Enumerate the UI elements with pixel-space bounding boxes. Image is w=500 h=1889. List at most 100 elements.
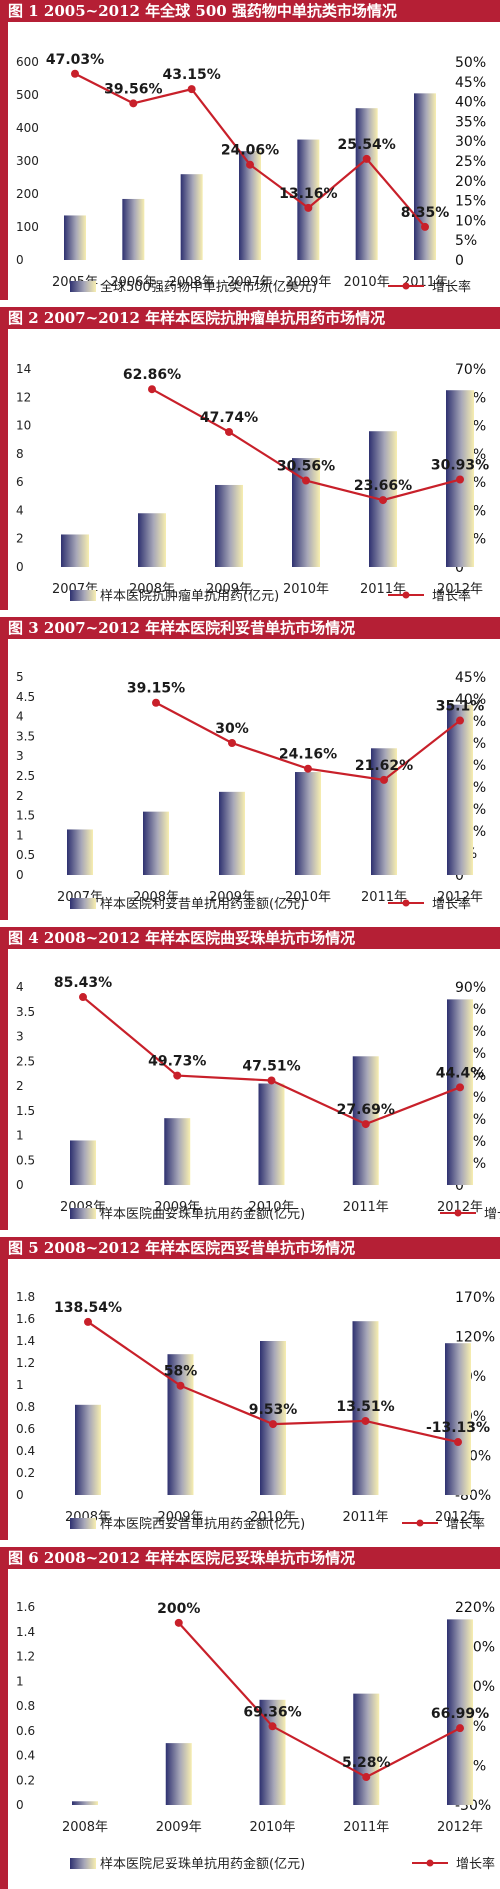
growth-point [268,1722,277,1731]
legend-bar-swatch [70,1858,96,1869]
y-left-tick-label: 2 [16,789,24,803]
chart-panel-4: 图 4 2008~2012 年样本医院曲妥珠单抗市场情况 0 0.5 1 1.5 2 2.5… [0,927,500,1230]
y-left-tick-label: 3.5 [16,1005,35,1019]
y-right-tick-label: 220% [455,1600,495,1616]
growth-point [174,1618,183,1627]
legend-line-marker [402,282,410,290]
x-tick-label: 2011年 [343,1200,389,1215]
legend-bar-label: 样本医院尼妥珠单抗用药金额(亿元) [100,1856,305,1872]
growth-data-label: 58% [164,1364,198,1380]
y-left-tick-label: 1.2 [16,1650,35,1664]
legend-bar-swatch [70,590,96,601]
x-tick-label: 2008年 [129,582,175,597]
chart-svg: 00.511.522.533.544.5505%10%15%20%25%30%3… [16,670,486,912]
y-left-tick-label: 0 [16,1488,24,1502]
bar [295,772,321,875]
legend-bar-label: 样本医院抗肿瘤单抗用药(亿元) [100,588,279,604]
growth-data-label: 30.93% [431,458,489,474]
chart-title: 图 1 2005~2012 年全球 500 强药物中单抗类市场情况 [0,0,500,22]
x-tick-label: 2009年 [156,1820,202,1835]
y-left-tick-label: 2.5 [16,769,35,783]
left-accent-rule [0,927,8,1230]
y-right-tick-label: 25% [455,154,486,170]
growth-line [177,1622,461,1779]
y-right-tick-label: 0 [455,253,464,269]
legend-line-label: 增长率 [432,588,471,604]
growth-point [421,222,429,231]
y-left-tick-label: 3 [16,749,24,763]
x-tick-label: 2012年 [437,1820,483,1835]
chart-title: 图 3 2007~2012 年样本医院利妥昔单抗市场情况 [0,617,500,639]
growth-data-label: 30% [215,721,249,737]
y-right-tick-label: 45% [455,75,486,91]
x-tick-label: 2010年 [283,582,329,597]
growth-point [362,154,371,163]
chart-panel-2: 图 2 2007~2012 年样本医院抗肿瘤单抗用药市场情况 0 2 4 6 8 10 12 1… [0,307,500,610]
left-accent-rule [0,1547,8,1889]
bar [143,811,169,875]
y-right-tick-label: 0 [455,560,464,576]
y-left-tick-label: 300 [16,154,39,168]
y-left-tick-label: 500 [16,88,39,102]
x-tick-label: 2008年 [62,1820,108,1835]
y-left-tick-label: 1 [16,1378,24,1392]
growth-point [454,1438,462,1447]
x-tick-label: 2012年 [437,1200,483,1215]
growth-point [71,69,79,78]
y-left-tick-label: 3.5 [16,729,35,743]
y-left-tick-label: 1.8 [16,1290,35,1304]
growth-point [380,775,388,784]
legend-line-label: 增长率 [432,279,471,295]
y-left-tick-label: 1.6 [16,1312,35,1326]
x-tick-label: 2011年 [343,1820,389,1835]
x-tick-label: 2007年 [227,275,273,290]
x-tick-label: 2010年 [248,1200,294,1215]
x-tick-label: 2006年 [110,275,156,290]
y-right-tick-label: 20% [455,174,486,190]
y-left-tick-label: 0.8 [16,1699,35,1713]
x-tick-label: 2011年 [361,890,407,905]
bar [167,1354,194,1495]
y-left-tick-label: 0.4 [16,1749,35,1763]
chart-title: 图 5 2008~2012 年样本医院西妥昔单抗市场情况 [0,1237,500,1259]
growth-data-label: 69.36% [243,1704,301,1720]
left-accent-rule [0,617,8,920]
legend-line-marker [426,1859,434,1867]
y-left-tick-label: 14 [16,362,31,376]
x-tick-label: 2011年 [342,1510,388,1525]
growth-data-label: 49.73% [148,1054,206,1070]
bar [371,748,397,875]
x-tick-label: 2008年 [133,890,179,905]
y-left-tick-label: 0.2 [16,1773,35,1787]
y-left-tick-label: 0.5 [16,1153,35,1167]
bar [355,108,378,260]
y-left-tick-label: 1 [16,1129,24,1143]
growth-data-label: 5.28% [342,1755,391,1771]
x-tick-label: 2012年 [435,1510,481,1525]
x-tick-label: 2009年 [206,582,252,597]
legend-line-marker [454,1209,462,1217]
legend-bar-swatch [70,898,96,909]
growth-data-label: 62.86% [123,367,181,383]
growth-data-label: 13.16% [279,186,337,202]
growth-point [456,716,464,725]
y-left-tick-label: 3 [16,1030,24,1044]
growth-point [379,496,387,505]
bar [219,791,245,875]
growth-data-label: 9.53% [249,1402,298,1418]
growth-data-label: 47.51% [242,1058,300,1074]
y-right-tick-label: 40% [455,95,486,111]
growth-point [228,739,236,747]
y-left-tick-label: 5 [16,670,24,684]
y-right-tick-label: 45% [455,670,486,686]
y-left-tick-label: 0 [16,868,24,882]
growth-point [302,476,310,485]
y-left-tick-label: 4.5 [16,690,35,704]
x-tick-label: 2010年 [344,275,390,290]
y-right-tick-label: 10% [455,213,486,229]
bar [61,534,89,567]
growth-point [267,1076,276,1085]
y-right-tick-label: 50% [455,55,486,71]
bar [239,151,261,260]
legend-bar-swatch [70,281,96,292]
